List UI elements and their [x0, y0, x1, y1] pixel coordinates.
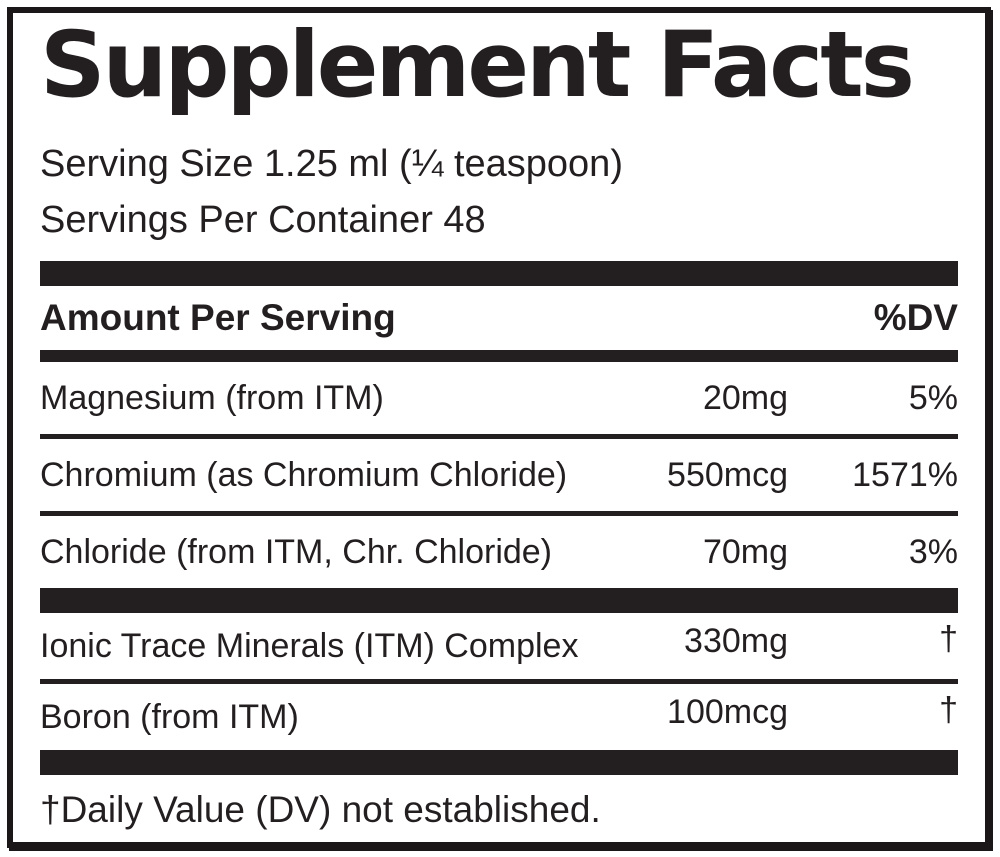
ingredient-amount: 20mg [702, 378, 788, 417]
ingredient-amount: 330mg [684, 621, 788, 660]
table-row: Chromium (as Chromium Chloride) 550mcg 157… [40, 434, 958, 511]
divider-thick-bottom [40, 750, 958, 776]
ingredient-dv: 1571% [852, 455, 958, 494]
ingredient-amount: 100mcg [667, 692, 788, 731]
serving-size-text: Serving Size 1.25 ml (¼ teaspoon) [40, 143, 623, 186]
divider-thick-top [40, 261, 958, 287]
complex-ingredient-rows: Ionic Trace Minerals (ITM) Complex 330mg †… [40, 613, 958, 750]
divider-thick-middle [40, 588, 958, 614]
table-header: Amount Per Serving %DV [40, 286, 958, 350]
table-row: Chloride (from ITM, Chr. Chloride) 70mg 3% [40, 511, 958, 588]
ingredient-name: Chromium (as Chromium Chloride) [40, 455, 568, 494]
percent-dv-header: %DV [873, 297, 958, 339]
ingredient-dv: † [939, 619, 958, 658]
ingredient-name: Chloride (from ITM, Chr. Chloride) [40, 532, 553, 571]
panel-title: Supplement Facts [40, 13, 915, 118]
footnote-text: †Daily Value (DV) not established. [40, 789, 601, 831]
ingredient-name: Boron (from ITM) [40, 697, 299, 736]
servings-per-container-text: Servings Per Container 48 [40, 199, 486, 242]
ingredient-dv: 3% [908, 532, 958, 571]
divider-medium-under-header [40, 350, 958, 363]
supplement-facts-panel: Supplement Facts Serving Size 1.25 ml (¼… [7, 7, 991, 848]
ingredient-dv: 5% [908, 378, 958, 417]
ingredient-name: Ionic Trace Minerals (ITM) Complex [40, 626, 579, 665]
ingredient-dv: † [939, 690, 958, 729]
table-row: Ionic Trace Minerals (ITM) Complex 330mg † [40, 613, 958, 679]
table-row: Boron (from ITM) 100mcg † [40, 679, 958, 750]
table-row: Magnesium (from ITM) 20mg 5% [40, 362, 958, 434]
amount-per-serving-header: Amount Per Serving [40, 297, 396, 339]
ingredient-amount: 550mcg [667, 455, 788, 494]
ingredient-amount: 70mg [702, 532, 788, 571]
main-ingredient-rows: Magnesium (from ITM) 20mg 5% Chromium (as C… [40, 362, 958, 588]
ingredient-name: Magnesium (from ITM) [40, 378, 384, 417]
